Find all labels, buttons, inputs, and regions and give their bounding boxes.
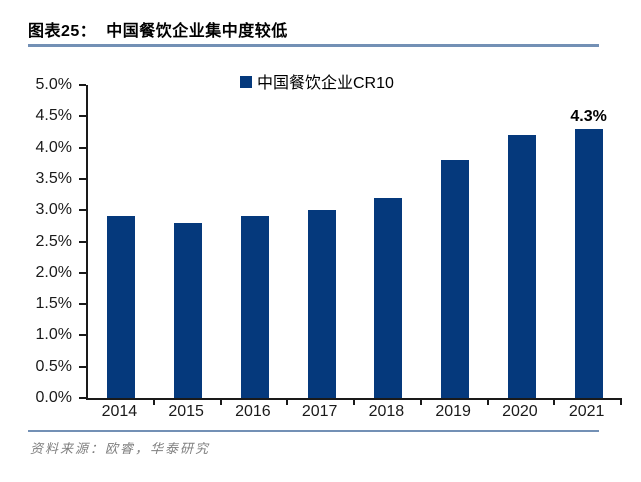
title-underline	[28, 44, 599, 47]
legend-label: 中国餐饮企业CR10	[257, 75, 394, 92]
bar-2020	[507, 135, 536, 398]
x-tick-mark	[219, 400, 222, 405]
bar-2019	[441, 160, 470, 398]
x-tick-mark	[419, 400, 422, 405]
bar-slot-2016	[222, 85, 289, 398]
y-tick-mark	[79, 177, 86, 180]
x-tick-label-2014: 2014	[101, 403, 138, 420]
y-tick-mark	[79, 303, 86, 306]
bar-slot-2017	[288, 85, 355, 398]
x-tick-mark	[286, 400, 289, 405]
bar-slot-2020	[489, 85, 556, 398]
footer-rule	[28, 430, 599, 432]
y-tick-label: 4.0%	[35, 138, 72, 156]
bar-2016	[240, 216, 269, 398]
y-tick-mark	[79, 334, 86, 337]
legend-swatch-icon	[240, 75, 252, 88]
bar-slot-2014	[88, 85, 155, 398]
bar-slot-2018	[355, 85, 422, 398]
y-tick-mark	[79, 84, 86, 86]
y-tick-label: 3.0%	[35, 201, 72, 219]
y-tick-mark	[79, 115, 86, 118]
figure-title: 图表25： 中国餐饮企业集中度较低	[28, 23, 288, 40]
plot-area: 4.3%	[86, 85, 622, 400]
y-tick-label: 5.0%	[35, 76, 72, 93]
x-tick-mark	[620, 400, 622, 405]
x-tick-label-2018: 2018	[368, 403, 405, 420]
y-tick-mark	[79, 397, 86, 399]
x-tick-mark	[353, 400, 355, 405]
bar-value-label: 4.3%	[570, 107, 607, 125]
x-tick-label-2017: 2017	[301, 403, 338, 420]
bar-slot-2021: 4.3%	[555, 85, 622, 398]
y-tick-label: 2.0%	[35, 263, 72, 281]
x-tick-mark	[553, 400, 556, 405]
y-tick-label: 1.5%	[35, 295, 72, 313]
x-tick-label-2021: 2021	[568, 403, 605, 420]
y-tick-label: 0.5%	[35, 357, 72, 375]
x-tick-label-2019: 2019	[435, 403, 471, 420]
y-tick-mark	[79, 146, 86, 149]
y-tick-label: 2.5%	[35, 232, 72, 250]
y-tick-mark	[79, 209, 86, 212]
bar-2014	[107, 216, 136, 398]
bar-2018	[374, 197, 403, 398]
y-tick-mark	[79, 271, 86, 274]
x-tick-label-2015: 2015	[168, 403, 204, 420]
source-note: 资料来源：欧睿，华泰研究	[30, 441, 211, 456]
bar-2015	[174, 222, 203, 398]
bar-slot-2019	[422, 85, 489, 398]
y-tick-mark	[79, 365, 86, 368]
x-tick-label-2016: 2016	[235, 403, 271, 420]
bar-2017	[307, 210, 336, 398]
bar-2021	[574, 128, 603, 398]
x-tick-mark	[486, 400, 489, 405]
y-tick-label: 0.0%	[35, 389, 72, 406]
x-tick-mark	[152, 400, 155, 405]
y-tick-mark	[79, 240, 86, 243]
y-tick-label: 3.5%	[35, 169, 72, 187]
chart-legend: 中国餐饮企业CR10	[240, 69, 394, 93]
bar-slot-2015	[155, 85, 222, 398]
y-tick-label: 4.5%	[35, 107, 72, 125]
x-tick-label-2020: 2020	[502, 403, 538, 420]
y-tick-label: 1.0%	[35, 326, 72, 344]
